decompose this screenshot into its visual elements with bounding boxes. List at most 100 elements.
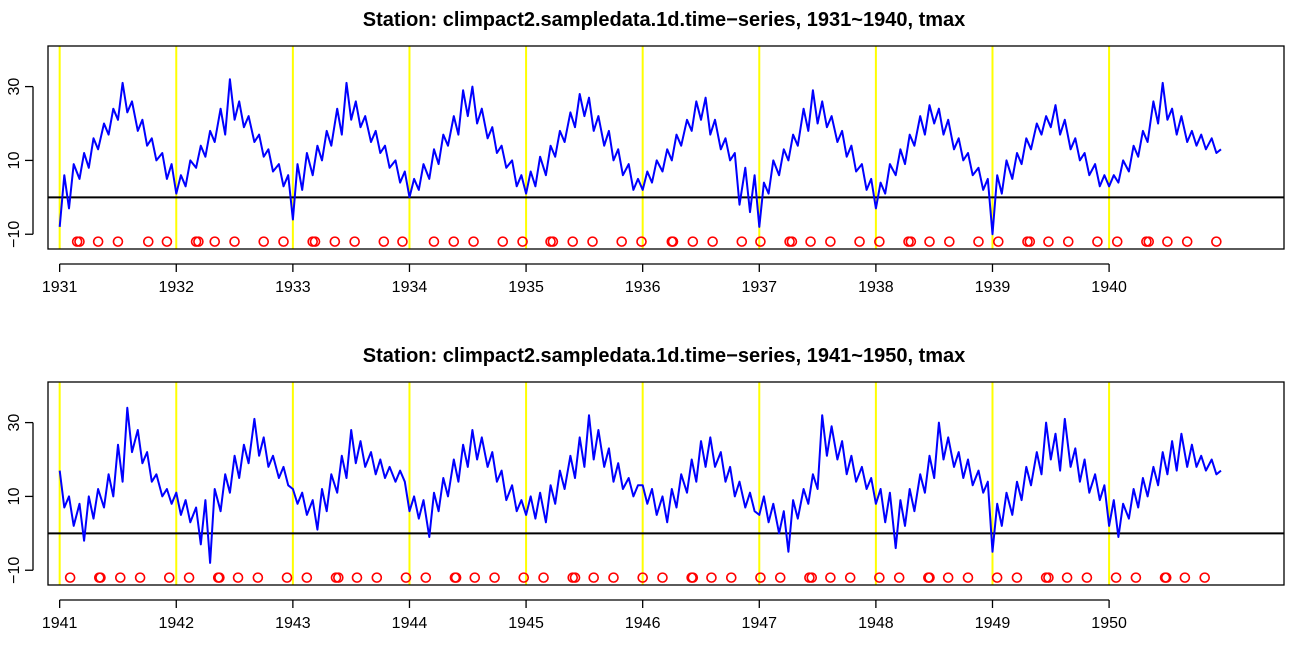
marker-point	[893, 572, 905, 583]
marker-point	[844, 572, 856, 583]
bottom-year-lines	[58, 382, 1111, 585]
marker-point	[1199, 572, 1211, 583]
marker-point	[64, 572, 76, 583]
marker-point	[209, 236, 221, 247]
marker-point	[1162, 236, 1173, 247]
marker-point	[1181, 236, 1193, 247]
x-tick-label: 1941	[42, 615, 78, 632]
bottom-y-axis: −10 10 30	[6, 414, 34, 584]
x-tick-label: 1943	[275, 615, 311, 632]
x-tick-label: 1942	[158, 615, 194, 632]
marker-point	[1143, 236, 1155, 247]
marker-point	[667, 236, 679, 247]
marker-point	[657, 572, 668, 583]
marker-point	[993, 236, 1004, 247]
marker-point	[736, 236, 748, 247]
x-tick-label: 1947	[741, 615, 777, 632]
marker-point	[924, 236, 935, 247]
x-tick-label: 1940	[1091, 279, 1127, 296]
marker-point	[371, 572, 383, 583]
marker-point	[706, 572, 717, 583]
marker-point	[329, 236, 341, 247]
bottom-panel: Station: climpact2.sampledata.1d.time−se…	[6, 345, 1285, 632]
y-tick-label: −10	[6, 221, 23, 248]
x-tick-label: 1934	[392, 279, 428, 296]
marker-point	[351, 572, 363, 583]
marker-point	[637, 572, 648, 583]
marker-point	[95, 572, 106, 583]
marker-point	[687, 572, 699, 583]
marker-point	[962, 572, 974, 583]
marker-point	[725, 572, 737, 583]
bottom-plot-area	[48, 382, 1284, 585]
marker-point	[587, 236, 598, 247]
top-y-axis: −10 10 30	[6, 78, 34, 248]
marker-point	[825, 572, 836, 583]
x-tick-label: 1946	[625, 615, 661, 632]
marker-point	[1062, 236, 1074, 247]
marker-point	[112, 236, 124, 247]
marker-point	[1024, 236, 1036, 247]
marker-point	[397, 236, 408, 247]
y-tick-label: 30	[6, 414, 23, 432]
marker-point	[805, 236, 816, 247]
marker-point	[134, 572, 146, 583]
marker-point	[1130, 572, 1142, 583]
marker-point	[874, 236, 885, 247]
marker-point	[1179, 572, 1191, 583]
marker-point	[616, 236, 627, 247]
x-tick-label: 1944	[392, 615, 428, 632]
marker-point	[448, 236, 460, 247]
marker-point	[755, 236, 766, 247]
y-tick-label: 10	[6, 487, 23, 505]
x-tick-label: 1939	[975, 279, 1011, 296]
marker-point	[567, 236, 579, 247]
x-tick-label: 1937	[741, 279, 777, 296]
marker-point	[588, 572, 600, 583]
marker-point	[547, 236, 559, 247]
marker-point	[497, 236, 509, 247]
bottom-panel-title: Station: climpact2.sampledata.1d.time−se…	[363, 345, 966, 367]
marker-point	[161, 236, 173, 247]
bottom-plot-frame	[47, 381, 1285, 586]
marker-point	[1111, 236, 1123, 247]
marker-point	[518, 572, 530, 583]
y-tick-label: 10	[6, 151, 23, 169]
marker-point	[252, 572, 264, 583]
marker-point	[163, 572, 175, 583]
top-panel-title: Station: climpact2.sampledata.1d.time−se…	[363, 9, 966, 31]
marker-point	[469, 572, 481, 583]
marker-point	[707, 236, 718, 247]
y-tick-label: −10	[6, 557, 23, 584]
marker-point	[450, 572, 462, 583]
marker-point	[301, 572, 313, 583]
marker-point	[806, 572, 818, 583]
marker-point	[1081, 572, 1093, 583]
marker-point	[1110, 572, 1122, 583]
marker-point	[309, 236, 321, 247]
marker-point	[569, 572, 581, 583]
marker-point	[420, 572, 432, 583]
marker-point	[1011, 572, 1023, 583]
marker-point	[1061, 572, 1073, 583]
marker-point	[608, 572, 619, 583]
marker-point	[1160, 572, 1172, 583]
marker-point	[333, 572, 344, 583]
marker-point	[538, 572, 549, 583]
x-tick-label: 1948	[858, 615, 894, 632]
top-plot-frame	[47, 45, 1285, 250]
marker-point	[278, 236, 289, 247]
marker-point	[973, 236, 984, 247]
marker-point	[74, 236, 85, 247]
marker-point	[114, 572, 126, 583]
marker-point	[991, 572, 1003, 583]
marker-point	[854, 236, 865, 247]
x-tick-label: 1936	[625, 279, 661, 296]
marker-point	[636, 236, 647, 247]
marker-point	[378, 236, 390, 247]
marker-point	[92, 236, 104, 247]
marker-point	[193, 236, 204, 247]
marker-point	[229, 236, 240, 247]
